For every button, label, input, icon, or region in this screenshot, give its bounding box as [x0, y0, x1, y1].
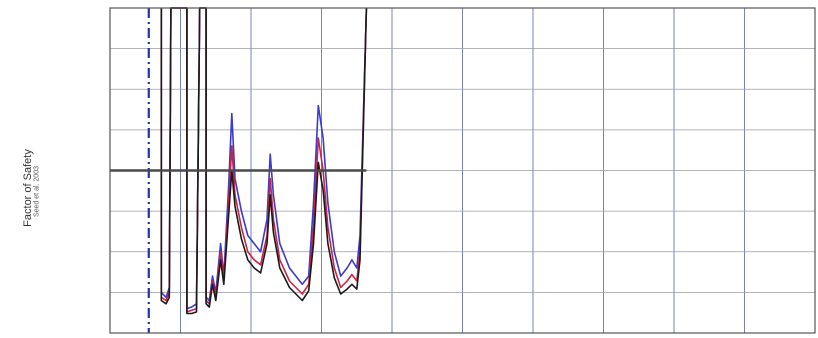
plot-border [109, 7, 816, 334]
series-group [160, 7, 368, 315]
series-line-2 [160, 7, 368, 313]
series-line-1 [160, 7, 368, 310]
series-line-3 [160, 7, 368, 315]
grid [110, 8, 815, 333]
